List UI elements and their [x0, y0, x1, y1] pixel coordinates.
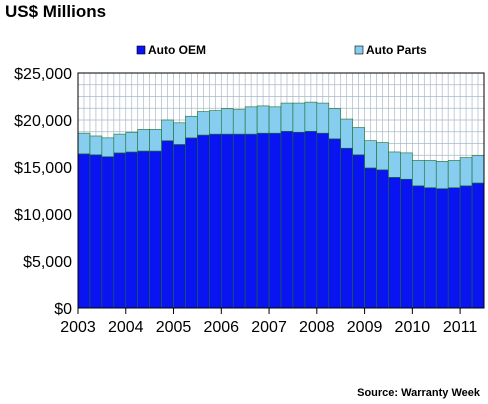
bar-auto-parts — [328, 108, 342, 140]
bar-auto-oem — [173, 144, 186, 309]
y-tick-label: $15,000 — [14, 160, 72, 177]
bar-auto-parts — [280, 102, 294, 132]
bar-auto-oem — [256, 132, 270, 309]
x-tick-label: 2005 — [156, 319, 192, 336]
bar-auto-oem — [304, 130, 318, 309]
y-tick-label: $0 — [54, 301, 72, 318]
bar-auto-parts — [435, 161, 449, 189]
bar-auto-oem — [232, 133, 246, 309]
bar-auto-parts — [364, 140, 377, 169]
legend-swatch-auto-parts — [354, 45, 364, 55]
bar-auto-parts — [459, 157, 473, 187]
bar-auto-oem — [185, 137, 198, 309]
plot-border — [77, 72, 485, 309]
bar-auto-parts — [101, 137, 115, 157]
bar-auto-oem — [435, 188, 449, 309]
y-tick-label: $5,000 — [23, 254, 72, 271]
x-tick-label: 2004 — [108, 319, 144, 336]
bar-auto-parts — [340, 118, 353, 149]
bar-auto-parts — [400, 152, 413, 180]
bar-auto-parts — [137, 129, 150, 152]
bar-auto-parts — [268, 106, 282, 134]
bar-auto-oem — [316, 132, 330, 309]
bar-auto-parts — [471, 155, 485, 184]
bar-auto-parts — [220, 108, 234, 135]
legend: Auto OEM Auto Parts — [136, 43, 427, 57]
legend-label-auto-oem: Auto OEM — [148, 43, 206, 57]
x-tick-label: 2007 — [251, 319, 287, 336]
bar-auto-parts — [256, 105, 270, 134]
bar-auto-oem — [209, 133, 222, 309]
bar-auto-parts — [89, 135, 103, 156]
x-tick-label: 2008 — [299, 319, 335, 336]
x-tick-label: 2006 — [203, 319, 239, 336]
bar-auto-parts — [447, 160, 461, 188]
bar-auto-parts — [113, 133, 127, 154]
bar-auto-parts — [412, 160, 425, 187]
bar-auto-parts — [423, 160, 437, 188]
bar-auto-parts — [209, 110, 222, 135]
bar-auto-parts — [292, 102, 306, 133]
bar-auto-parts — [316, 102, 330, 134]
bar-auto-parts — [161, 119, 174, 141]
bar-auto-oem — [412, 185, 425, 309]
bar-auto-oem — [364, 167, 377, 309]
bar-auto-parts — [185, 115, 198, 139]
bar-auto-oem — [244, 133, 258, 309]
bar-auto-oem — [125, 151, 139, 309]
bar-auto-oem — [113, 152, 127, 309]
bar-auto-oem — [149, 150, 162, 309]
bar-auto-parts — [352, 127, 365, 156]
bar-auto-parts — [77, 132, 91, 155]
chart-title: US$ Millions — [5, 2, 106, 21]
bar-auto-parts — [388, 151, 401, 178]
bar-auto-oem — [376, 169, 389, 309]
bar-auto-parts — [173, 122, 186, 145]
y-tick-label: $20,000 — [14, 113, 72, 130]
bar-auto-oem — [161, 140, 174, 309]
bar-auto-oem — [423, 187, 437, 309]
bar-auto-oem — [471, 182, 485, 309]
bar-auto-oem — [280, 130, 294, 309]
source-note: Source: Warranty Week — [357, 387, 481, 399]
x-tick-label: 2011 — [443, 319, 478, 336]
bar-auto-oem — [268, 132, 282, 309]
y-tick-label: $10,000 — [14, 207, 72, 224]
bar-auto-oem — [77, 153, 91, 309]
bar-auto-parts — [244, 106, 258, 135]
bar-auto-parts — [304, 101, 318, 132]
bar-auto-oem — [459, 185, 473, 309]
bar-auto-oem — [220, 133, 234, 309]
bar-auto-oem — [447, 187, 461, 309]
bar-auto-oem — [400, 178, 413, 309]
y-tick-label: $25,000 — [14, 66, 72, 83]
bar-auto-oem — [328, 138, 342, 309]
bar-auto-oem — [89, 154, 103, 309]
bar-auto-parts — [149, 129, 162, 152]
bar-auto-oem — [137, 150, 150, 309]
legend-swatch-auto-oem — [136, 45, 146, 55]
bar-auto-oem — [197, 134, 210, 309]
bar-auto-parts — [125, 131, 139, 153]
x-tick-label: 2009 — [347, 319, 383, 336]
bar-auto-parts — [232, 109, 246, 135]
bar-auto-oem — [101, 156, 115, 309]
plot-area: $0 $5,000 $10,000 $15,000 $20,000 $25,000 2003… — [14, 66, 485, 336]
bar-auto-oem — [340, 147, 353, 309]
bar-auto-parts — [197, 111, 210, 136]
bar-auto-oem — [352, 154, 365, 309]
bar-auto-oem — [388, 177, 401, 309]
x-tick-label: 2010 — [395, 319, 431, 336]
legend-label-auto-parts: Auto Parts — [366, 43, 427, 57]
bar-auto-parts — [376, 142, 389, 171]
bar-auto-oem — [292, 131, 306, 309]
x-tick-label: 2003 — [60, 319, 96, 336]
